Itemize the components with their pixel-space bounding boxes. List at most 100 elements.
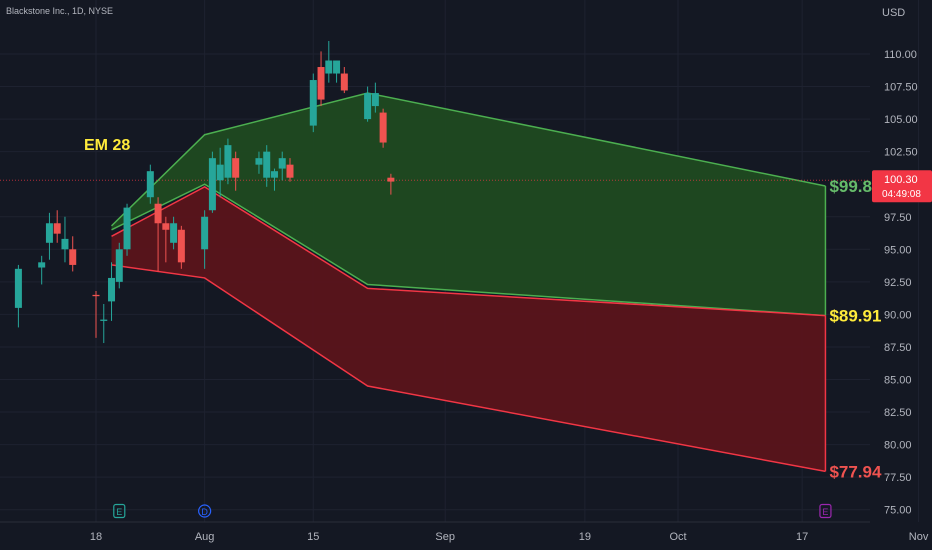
candle-body xyxy=(123,207,131,250)
candle xyxy=(364,86,372,122)
candle xyxy=(309,73,317,133)
lower-expected-move-band xyxy=(111,186,826,472)
candle xyxy=(270,168,278,191)
candle-body xyxy=(286,164,294,178)
candle-body xyxy=(364,93,372,120)
upper-expected-move-band xyxy=(111,93,826,316)
candle-body xyxy=(270,171,278,178)
bar-countdown: 04:49:08 xyxy=(882,189,921,200)
candle xyxy=(92,290,100,338)
candle-body xyxy=(170,223,178,243)
time-tick-label: Nov xyxy=(909,531,929,543)
candle xyxy=(100,303,108,344)
candle-body xyxy=(177,229,185,263)
earnings-icon: E xyxy=(819,503,832,519)
candle xyxy=(154,197,162,272)
price-tick-label: 95.00 xyxy=(884,244,912,256)
time-axis[interactable]: 18 Aug 15 Sep 19 Oct 17 Nov xyxy=(90,531,929,543)
candle xyxy=(201,210,209,269)
candle xyxy=(14,264,22,328)
candle-body xyxy=(387,177,395,182)
candle-body xyxy=(201,216,209,250)
lower-target-label: $77.94 xyxy=(829,462,882,481)
candle-body xyxy=(208,158,216,211)
candle-body xyxy=(255,158,263,165)
candle xyxy=(146,164,154,204)
dividend-icon: D xyxy=(198,504,212,518)
candle-body xyxy=(154,203,162,224)
time-tick-label: 18 xyxy=(90,531,102,543)
candle-body xyxy=(224,145,232,178)
candle xyxy=(208,151,216,213)
candle-body xyxy=(14,268,22,308)
dividend-marker-shape xyxy=(198,504,212,518)
middle-target-label: $89.91 xyxy=(829,307,881,326)
candle xyxy=(286,158,294,182)
candle-body xyxy=(61,238,69,250)
candle-body xyxy=(309,80,317,126)
candle xyxy=(333,60,341,83)
candle xyxy=(45,212,53,260)
candle-body xyxy=(92,294,100,297)
candle-body xyxy=(232,158,240,178)
candle xyxy=(170,216,178,250)
candle-body xyxy=(333,60,341,74)
candle xyxy=(123,203,131,256)
band-upper-edge xyxy=(110,92,826,227)
candle-body xyxy=(53,223,61,234)
price-tick-label: 97.50 xyxy=(884,212,912,224)
price-tick-label: 82.50 xyxy=(884,407,912,419)
candle xyxy=(255,151,263,174)
candle-body xyxy=(263,151,271,178)
price-axis[interactable]: 110.00 107.50 105.00 102.50 97.50 95.00 92.50 9… xyxy=(884,49,918,517)
event-marker-letter: E xyxy=(116,507,122,517)
price-tick-label: 92.50 xyxy=(884,277,912,289)
price-tick-label: 75.00 xyxy=(884,505,912,517)
candle xyxy=(325,40,333,83)
time-tick-label: 17 xyxy=(796,531,808,543)
candle-body xyxy=(162,223,170,230)
upper-target-label: $99.86 xyxy=(829,177,881,196)
candle-body xyxy=(69,249,77,265)
candle xyxy=(371,82,379,113)
price-tick-label: 77.50 xyxy=(884,472,912,484)
time-tick-label: 15 xyxy=(307,531,319,543)
time-tick-label: 19 xyxy=(579,531,591,543)
candle xyxy=(216,147,224,198)
candle xyxy=(379,108,387,148)
candle-body xyxy=(325,60,333,74)
price-tick-label: 90.00 xyxy=(884,309,912,321)
candle xyxy=(387,173,395,195)
price-tick-label: 85.00 xyxy=(884,375,912,387)
candle xyxy=(108,262,116,321)
last-price-tag: 100.30 04:49:08 xyxy=(872,170,932,203)
candle xyxy=(177,225,185,269)
time-tick-label: Aug xyxy=(195,531,215,543)
price-tick-label: 102.50 xyxy=(884,147,918,159)
candle xyxy=(61,216,69,263)
candle-body xyxy=(317,67,325,100)
time-tick-label: Oct xyxy=(669,531,686,543)
price-tick-label: 80.00 xyxy=(884,440,912,452)
candle xyxy=(263,145,271,187)
candle-body xyxy=(115,249,123,282)
last-price-value: 100.30 xyxy=(884,174,918,186)
candle xyxy=(278,151,286,181)
candle-body xyxy=(371,93,379,107)
event-marker-letter: E xyxy=(822,507,828,517)
candle xyxy=(232,151,240,191)
candle-body xyxy=(45,223,53,243)
em-label: EM 28 xyxy=(84,137,130,154)
candle-body xyxy=(38,262,46,268)
candle xyxy=(340,67,348,94)
candle xyxy=(38,255,46,285)
candlesticks xyxy=(14,40,395,344)
candle-body xyxy=(216,164,224,181)
price-tick-label: 107.50 xyxy=(884,82,918,94)
candle xyxy=(224,138,232,185)
earnings-icon: E xyxy=(113,503,126,519)
candle xyxy=(53,210,61,243)
earnings-marker-shape xyxy=(819,503,832,519)
